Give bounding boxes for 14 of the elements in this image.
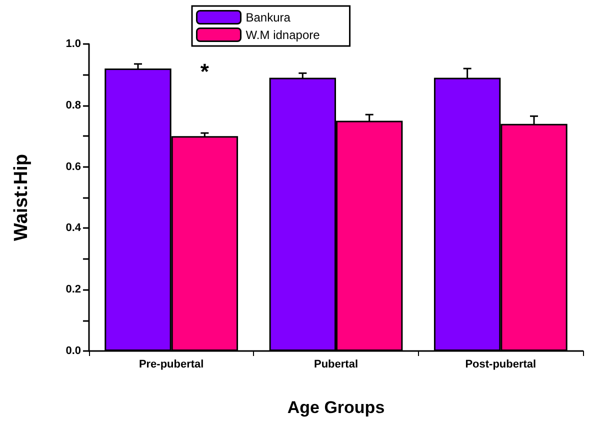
y-tick-label: 0.8 — [66, 99, 81, 112]
y-tick-label: 0.6 — [66, 160, 81, 173]
legend-label: Bankura — [246, 10, 291, 24]
legend-label: W.M idnapore — [246, 28, 320, 42]
y-tick-label: 0.4 — [66, 222, 82, 234]
x-tick-label: Pubertal — [314, 358, 358, 370]
x-tick-label: Post-pubertal — [465, 358, 536, 370]
y-tick-label: 0.0 — [66, 345, 81, 357]
y-axis-title: Waist:Hip — [11, 154, 32, 241]
y-tick-label: 0.2 — [66, 284, 81, 296]
annotation: * — [200, 59, 210, 84]
x-tick-label: Pre-pubertal — [138, 358, 204, 370]
y-tick-label: 1.0 — [66, 38, 81, 50]
x-axis-title: Age Groups — [287, 398, 385, 417]
